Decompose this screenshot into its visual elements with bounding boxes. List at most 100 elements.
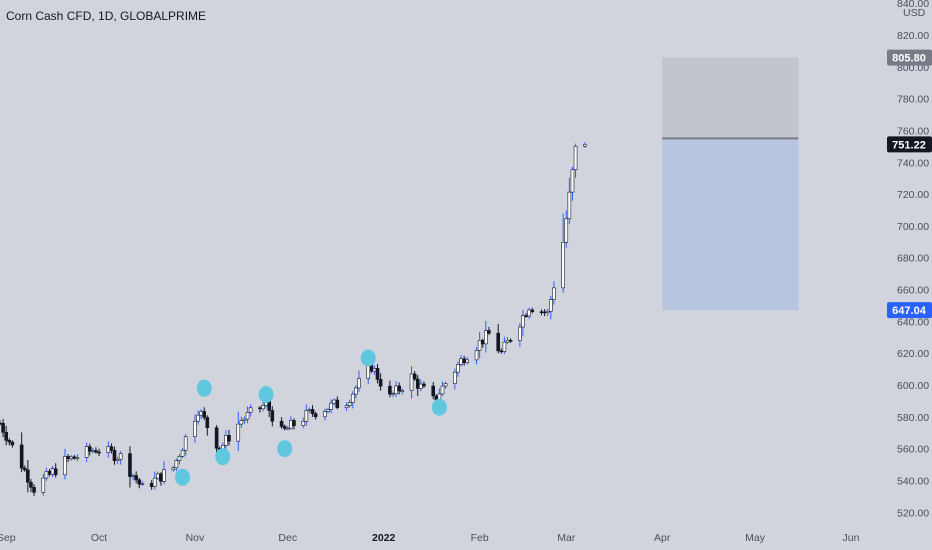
candle-body bbox=[84, 446, 89, 458]
candle bbox=[84, 442, 89, 463]
candle-body bbox=[245, 412, 250, 420]
candle bbox=[465, 356, 470, 365]
candle bbox=[152, 471, 157, 490]
candle bbox=[440, 381, 445, 396]
candle-body bbox=[183, 436, 188, 451]
candle bbox=[156, 471, 160, 480]
candle bbox=[412, 370, 417, 381]
candle bbox=[183, 434, 188, 456]
candle bbox=[248, 404, 253, 417]
candle-body bbox=[236, 423, 241, 442]
y-tick-label: 780.00 bbox=[897, 94, 929, 106]
candle bbox=[542, 309, 547, 317]
level-label-text: 647.04 bbox=[892, 305, 927, 317]
candle-body bbox=[193, 420, 197, 438]
candle bbox=[41, 473, 46, 496]
candle bbox=[32, 484, 36, 496]
x-tick-label: Jun bbox=[842, 532, 859, 544]
candle-body bbox=[140, 483, 145, 485]
candle bbox=[487, 326, 491, 335]
candle bbox=[22, 465, 27, 472]
candle bbox=[443, 381, 448, 389]
candle-body bbox=[375, 368, 380, 380]
candle-body bbox=[224, 434, 228, 446]
x-tick-label: Nov bbox=[186, 532, 205, 544]
candle bbox=[304, 404, 309, 426]
y-tick-label: 740.00 bbox=[897, 157, 929, 169]
candle-body bbox=[177, 456, 182, 461]
candle-body bbox=[344, 405, 349, 408]
candle-body bbox=[502, 341, 507, 352]
candle bbox=[134, 471, 138, 484]
candle-body bbox=[477, 339, 482, 351]
candle-body bbox=[109, 446, 114, 451]
candle bbox=[552, 281, 556, 305]
candle-body bbox=[205, 417, 210, 428]
candle bbox=[50, 465, 55, 478]
candle-body bbox=[47, 471, 52, 475]
candle bbox=[499, 348, 504, 354]
candle bbox=[261, 402, 265, 412]
x-tick-label: Sep bbox=[0, 532, 16, 544]
candle-body bbox=[378, 379, 383, 387]
candle-body bbox=[419, 383, 423, 389]
candle-body bbox=[22, 467, 27, 471]
candle-body bbox=[4, 432, 8, 441]
candle-body bbox=[561, 242, 565, 289]
candle bbox=[459, 355, 463, 367]
candle-body bbox=[261, 405, 265, 410]
candle-body bbox=[171, 467, 176, 471]
candle bbox=[270, 406, 275, 427]
candle-body bbox=[112, 450, 117, 461]
candle bbox=[289, 416, 293, 430]
pivot-marker bbox=[196, 379, 212, 397]
candle bbox=[326, 407, 330, 414]
candle bbox=[480, 338, 485, 348]
candle-body bbox=[508, 339, 513, 342]
pivot-marker bbox=[360, 349, 376, 367]
candle bbox=[4, 425, 8, 446]
candle-body bbox=[310, 409, 315, 414]
candle-body bbox=[409, 373, 414, 391]
candle bbox=[205, 415, 210, 436]
x-tick-label: Feb bbox=[471, 532, 489, 544]
candle-body bbox=[106, 446, 111, 453]
level-label: 647.04 bbox=[887, 302, 932, 319]
x-tick-label: 2022 bbox=[372, 532, 396, 544]
candle bbox=[174, 458, 179, 472]
candle-body bbox=[10, 441, 15, 446]
currency-label: USD bbox=[903, 7, 926, 19]
candle-body bbox=[326, 409, 330, 412]
pivot-marker bbox=[277, 440, 293, 458]
y-tick-label: 720.00 bbox=[897, 189, 929, 201]
candle bbox=[29, 479, 33, 493]
candle-body bbox=[199, 411, 203, 416]
candle-body bbox=[304, 410, 309, 422]
candle bbox=[149, 480, 154, 490]
candle bbox=[193, 414, 197, 443]
candle-body bbox=[174, 460, 179, 469]
candle bbox=[118, 450, 123, 465]
candle-body bbox=[539, 311, 544, 314]
x-tick-label: Oct bbox=[91, 532, 107, 544]
candle bbox=[391, 391, 395, 398]
candle-body bbox=[496, 332, 500, 352]
candle bbox=[307, 407, 312, 413]
candle bbox=[388, 380, 392, 398]
candle bbox=[564, 210, 569, 248]
candle-body bbox=[397, 385, 401, 392]
candle bbox=[350, 391, 355, 409]
candle-body bbox=[357, 378, 361, 389]
candle bbox=[87, 443, 92, 456]
candle bbox=[112, 446, 117, 465]
candle-body bbox=[549, 299, 553, 312]
candle-body bbox=[227, 434, 231, 442]
x-tick-label: May bbox=[745, 532, 766, 544]
candle-body bbox=[131, 475, 135, 477]
candle bbox=[400, 388, 405, 395]
candle-body bbox=[196, 414, 200, 422]
y-tick-label: 520.00 bbox=[897, 507, 929, 519]
candle-body bbox=[63, 456, 67, 476]
candle bbox=[570, 166, 575, 201]
